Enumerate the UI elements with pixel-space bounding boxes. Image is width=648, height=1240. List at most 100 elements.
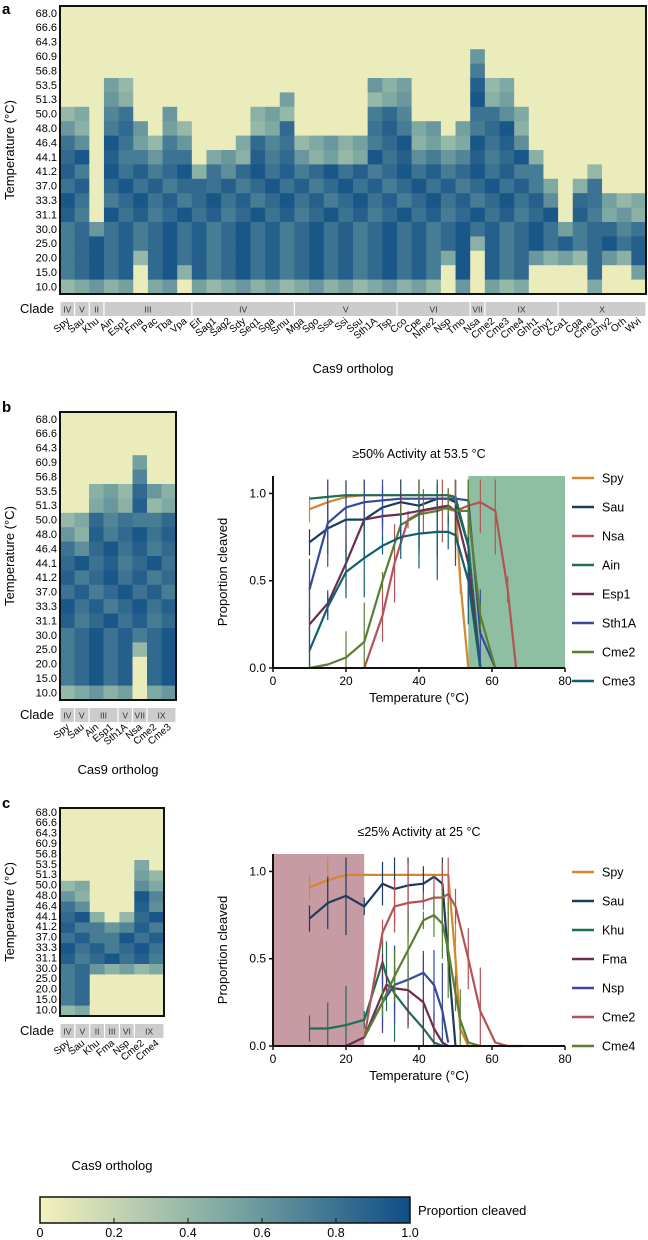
heatmap-cell xyxy=(382,49,398,64)
heatmap-cell xyxy=(455,20,471,36)
heatmap-cell xyxy=(162,63,178,79)
heatmap-cell xyxy=(118,642,133,658)
heatmap-cell xyxy=(118,613,133,629)
heatmap-cell xyxy=(74,671,90,686)
heatmap-cell xyxy=(602,49,618,64)
y-axis-label: Proportion cleaved xyxy=(215,518,230,626)
heatmap-cell xyxy=(382,178,398,194)
heatmap-cell xyxy=(118,656,133,672)
heatmap-cell xyxy=(396,78,412,93)
heatmap-cell xyxy=(103,498,119,514)
clade-box xyxy=(295,302,397,316)
heatmap-cell xyxy=(191,63,207,79)
heatmap-cell xyxy=(250,121,266,136)
heatmap-cell xyxy=(74,207,90,223)
clade-name: VII xyxy=(472,305,482,315)
heatmap-cell xyxy=(134,828,150,840)
heatmap-cell xyxy=(602,207,618,223)
heatmap-cell xyxy=(514,250,530,266)
heatmap-cell xyxy=(89,440,104,456)
heatmap-cell xyxy=(250,178,266,194)
heatmap-cell xyxy=(455,250,471,266)
legend-label: Esp1 xyxy=(602,588,631,602)
heatmap-cell xyxy=(147,556,162,571)
heatmap-cell xyxy=(103,92,119,108)
heatmap-cell xyxy=(104,901,120,913)
heatmap-cell xyxy=(616,222,632,237)
heatmap-cell xyxy=(616,150,632,165)
heatmap-cell xyxy=(514,49,530,64)
x-tick-label: 0 xyxy=(270,1052,277,1066)
heatmap-cell xyxy=(396,20,412,36)
clade-label: Clade xyxy=(20,301,54,316)
heatmap-cell xyxy=(543,135,559,151)
heatmap-cell xyxy=(470,236,486,252)
heatmap-cell xyxy=(60,541,75,557)
heatmap-cell xyxy=(133,78,149,93)
heatmap-cell xyxy=(265,207,281,223)
heatmap-cell xyxy=(411,150,427,165)
heatmap-cell xyxy=(440,250,456,266)
heatmap-cell xyxy=(558,250,574,266)
heatmap-cell xyxy=(543,236,559,252)
heatmap-cell xyxy=(206,150,222,165)
heatmap-cell xyxy=(235,92,251,108)
heatmap-cell xyxy=(60,613,75,629)
heatmap-cell xyxy=(265,236,281,252)
legend-label: Cme4 xyxy=(602,1040,635,1054)
heatmap-cell xyxy=(191,106,207,122)
heatmap-cell xyxy=(353,236,369,252)
heatmap-cell xyxy=(470,265,486,280)
heatmap-cell xyxy=(499,279,515,295)
x-axis-label: Cas9 ortholog xyxy=(78,762,159,777)
heatmap-cell xyxy=(118,671,133,686)
heatmap-cell xyxy=(118,178,134,194)
heatmap-cell xyxy=(323,236,339,252)
heatmap-cell xyxy=(411,222,427,237)
heatmap-cell xyxy=(396,106,412,122)
heatmap-cell xyxy=(74,541,90,557)
heatmap-cell xyxy=(89,469,104,485)
y-tick-label: 68.0 xyxy=(36,8,57,20)
x-tick-label: 0 xyxy=(270,674,277,688)
heatmap-cell xyxy=(74,63,90,79)
heatmap-cell xyxy=(602,164,618,180)
y-tick-label: 0.0 xyxy=(249,661,266,675)
heatmap-cell xyxy=(338,207,354,223)
heatmap-cell xyxy=(161,570,177,586)
heatmap-cell xyxy=(89,901,105,913)
heatmap-cell xyxy=(147,426,162,442)
heatmap-cell xyxy=(60,671,75,686)
heatmap-cell xyxy=(74,932,91,944)
heatmap-cell xyxy=(235,222,251,237)
heatmap-cell xyxy=(499,20,515,36)
heatmap-cell xyxy=(74,279,90,295)
heatmap-cell xyxy=(74,613,90,629)
heatmap-cell xyxy=(470,34,486,50)
heatmap-cell xyxy=(323,106,339,122)
heatmap-cell xyxy=(89,870,105,882)
heatmap-cell xyxy=(119,1005,135,1017)
y-tick-label: 31.1 xyxy=(36,615,57,627)
x-tick-label: 20 xyxy=(339,1052,353,1066)
heatmap-cell xyxy=(470,150,486,165)
heatmap-cell xyxy=(132,656,148,672)
heatmap-cell xyxy=(161,541,177,557)
y-axis-label: Temperature (°C) xyxy=(2,100,17,200)
heatmap-cell xyxy=(309,236,325,252)
heatmap-cell xyxy=(572,164,588,180)
heatmap-cell xyxy=(631,49,647,64)
heatmap-cell xyxy=(149,974,165,986)
heatmap-cell xyxy=(60,584,75,600)
heatmap-cell xyxy=(103,6,119,21)
heatmap-cell xyxy=(206,49,222,64)
heatmap-cell xyxy=(162,279,178,295)
heatmap-cell xyxy=(118,440,133,456)
y-tick-label: 56.8 xyxy=(36,65,57,77)
heatmap-cell xyxy=(191,250,207,266)
y-tick-label: 15.0 xyxy=(36,267,57,279)
clade-box xyxy=(118,708,132,722)
y-tick-label: 60.9 xyxy=(36,838,57,850)
heatmap-cell xyxy=(587,193,603,208)
heatmap-cell xyxy=(440,106,456,122)
